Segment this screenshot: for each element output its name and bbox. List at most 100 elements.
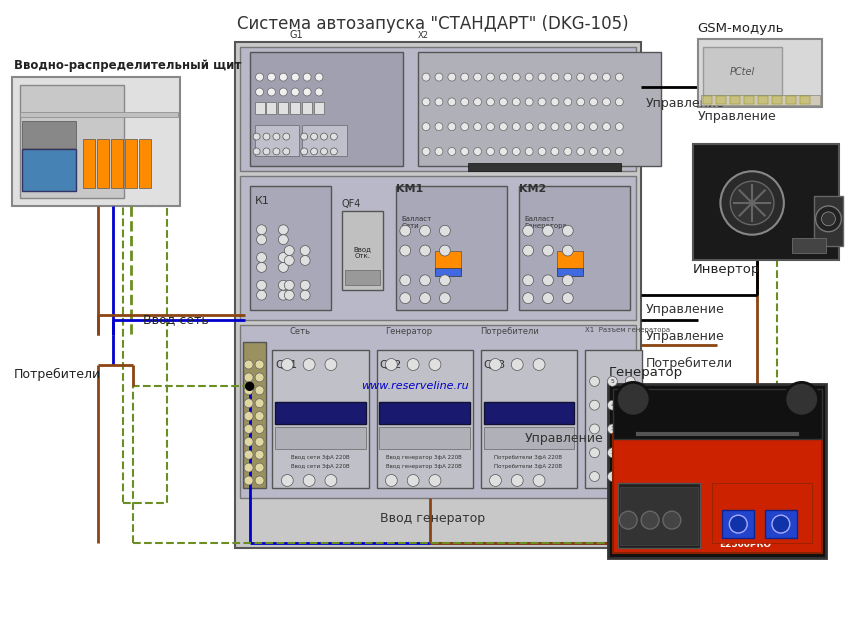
Circle shape	[474, 98, 481, 106]
Circle shape	[303, 359, 315, 371]
Circle shape	[603, 122, 611, 131]
Bar	[702, 96, 713, 104]
Bar	[240, 48, 637, 171]
Circle shape	[422, 73, 430, 81]
Circle shape	[603, 73, 611, 81]
Text: X2: X2	[418, 31, 430, 41]
Circle shape	[603, 148, 611, 156]
Circle shape	[253, 148, 260, 155]
Circle shape	[331, 148, 338, 155]
Bar	[314, 102, 324, 114]
Circle shape	[256, 253, 267, 262]
Text: Потребители: Потребители	[14, 368, 100, 381]
Bar	[255, 124, 299, 156]
Circle shape	[273, 148, 280, 155]
Circle shape	[439, 292, 450, 304]
Circle shape	[283, 148, 290, 155]
Circle shape	[244, 373, 253, 382]
Bar	[618, 484, 700, 548]
Circle shape	[407, 359, 419, 371]
Circle shape	[331, 133, 338, 140]
Circle shape	[435, 148, 443, 156]
Bar	[758, 96, 768, 104]
Circle shape	[590, 148, 598, 156]
Text: Управление: Управление	[646, 303, 725, 316]
Text: QF4: QF4	[342, 199, 361, 209]
Circle shape	[772, 515, 790, 533]
Circle shape	[435, 73, 443, 81]
Text: Вводно-распределительный щит: Вводно-распределительный щит	[14, 59, 241, 72]
Circle shape	[301, 246, 310, 256]
Circle shape	[435, 98, 443, 106]
Circle shape	[551, 122, 559, 131]
Circle shape	[284, 280, 294, 290]
Circle shape	[255, 412, 264, 421]
Circle shape	[603, 98, 611, 106]
Circle shape	[420, 225, 430, 236]
Circle shape	[263, 148, 270, 155]
Circle shape	[730, 181, 774, 225]
Circle shape	[607, 376, 617, 386]
Bar	[249, 186, 331, 310]
Bar	[278, 102, 288, 114]
Text: Управление: Управление	[525, 432, 604, 446]
Circle shape	[281, 474, 294, 486]
Text: Ввод генератор: Ввод генератор	[380, 512, 486, 525]
Circle shape	[400, 225, 410, 236]
Circle shape	[816, 206, 842, 232]
Bar	[240, 176, 637, 320]
Circle shape	[590, 448, 599, 458]
Circle shape	[542, 225, 553, 236]
Circle shape	[523, 275, 533, 286]
Circle shape	[284, 256, 294, 266]
Text: Балласт
Генератора: Балласт Генератора	[524, 216, 567, 229]
Circle shape	[538, 98, 546, 106]
Circle shape	[439, 245, 450, 256]
Circle shape	[487, 98, 494, 106]
Bar	[785, 96, 796, 104]
Circle shape	[448, 98, 456, 106]
Bar	[792, 238, 826, 252]
Circle shape	[511, 474, 523, 486]
Bar	[397, 186, 507, 310]
Text: Генератор: Генератор	[385, 327, 432, 336]
Circle shape	[400, 292, 410, 304]
Circle shape	[474, 122, 481, 131]
Bar	[613, 434, 822, 553]
Circle shape	[562, 245, 573, 256]
Circle shape	[284, 246, 294, 256]
Bar	[772, 96, 782, 104]
Bar	[302, 102, 312, 114]
Circle shape	[244, 399, 253, 408]
Circle shape	[607, 448, 617, 458]
Circle shape	[551, 148, 559, 156]
Circle shape	[641, 511, 659, 529]
Bar	[483, 402, 574, 424]
Text: KM1: KM1	[397, 184, 423, 194]
Circle shape	[525, 73, 533, 81]
Circle shape	[422, 98, 430, 106]
Bar	[701, 95, 819, 105]
Circle shape	[448, 73, 456, 81]
Circle shape	[590, 472, 599, 481]
Text: К1: К1	[255, 196, 269, 206]
Bar	[20, 112, 178, 117]
Circle shape	[625, 400, 635, 410]
Circle shape	[448, 122, 456, 131]
Bar	[693, 144, 839, 261]
Circle shape	[255, 463, 264, 472]
Text: KM2: KM2	[520, 184, 546, 194]
Circle shape	[255, 373, 264, 382]
Bar	[235, 42, 641, 548]
Circle shape	[311, 148, 318, 155]
Circle shape	[263, 133, 270, 140]
Circle shape	[385, 359, 397, 371]
Circle shape	[283, 133, 290, 140]
Bar	[722, 510, 754, 538]
Circle shape	[590, 122, 598, 131]
Circle shape	[429, 359, 441, 371]
Text: QF2: QF2	[379, 359, 402, 369]
Circle shape	[268, 73, 275, 81]
Bar	[345, 271, 380, 285]
Circle shape	[301, 256, 310, 266]
